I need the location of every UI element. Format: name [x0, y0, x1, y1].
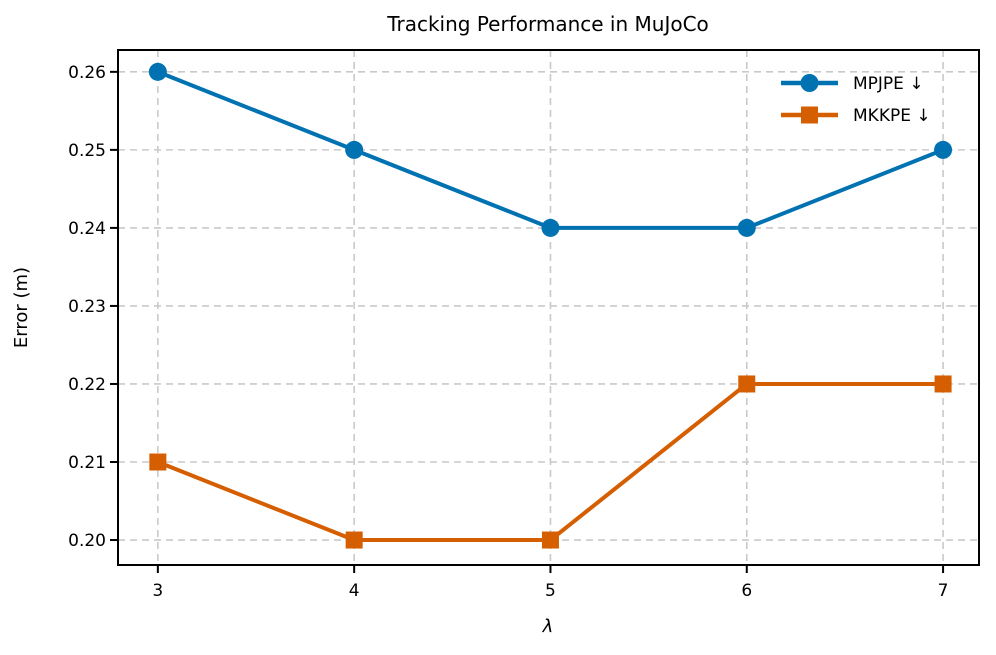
x-tick-label: 5 — [545, 581, 556, 601]
y-tick-label: 0.21 — [68, 453, 106, 473]
legend-item-mkkpe: MKKPE ↓ — [781, 106, 931, 126]
legend-marker — [800, 74, 819, 92]
series-mpjpe — [148, 62, 953, 237]
gridlines — [118, 50, 979, 565]
axis-ticks: 3 4 5 6 7 0.20 0.21 0.22 0.23 0.24 0.25 0.26 — [68, 63, 948, 601]
data-point — [149, 453, 167, 471]
x-tick-label: 4 — [349, 581, 360, 601]
legend-label: MPJPE ↓ — [853, 74, 924, 94]
y-tick-label: 0.24 — [68, 219, 106, 239]
series-mkkpe — [149, 375, 952, 549]
y-tick-label: 0.22 — [68, 375, 106, 395]
x-tick-label: 3 — [152, 581, 163, 601]
legend-item-mpjpe: MPJPE ↓ — [781, 74, 924, 94]
data-point — [541, 531, 559, 549]
data-point — [541, 218, 560, 237]
data-point — [934, 375, 952, 393]
y-tick-label: 0.26 — [68, 63, 106, 83]
x-tick-label: 7 — [938, 581, 949, 601]
legend-label: MKKPE ↓ — [853, 106, 931, 126]
data-point — [738, 375, 756, 393]
y-tick-label: 0.23 — [68, 297, 106, 317]
chart-title: Tracking Performance in MuJoCo — [386, 12, 709, 36]
series-layer — [148, 62, 953, 549]
data-point — [345, 140, 364, 159]
data-point — [148, 62, 167, 81]
x-tick-label: 6 — [741, 581, 752, 601]
data-point — [345, 531, 363, 549]
plot-border — [117, 49, 980, 566]
y-tick-label: 0.25 — [68, 141, 106, 161]
y-tick-label: 0.20 — [68, 531, 106, 551]
data-point — [934, 140, 953, 159]
data-point — [737, 218, 756, 237]
legend-marker — [801, 106, 818, 124]
x-axis-label: λ — [542, 616, 554, 637]
y-axis-label: Error (m) — [11, 267, 32, 348]
legend: MPJPE ↓ MKKPE ↓ — [781, 74, 931, 126]
